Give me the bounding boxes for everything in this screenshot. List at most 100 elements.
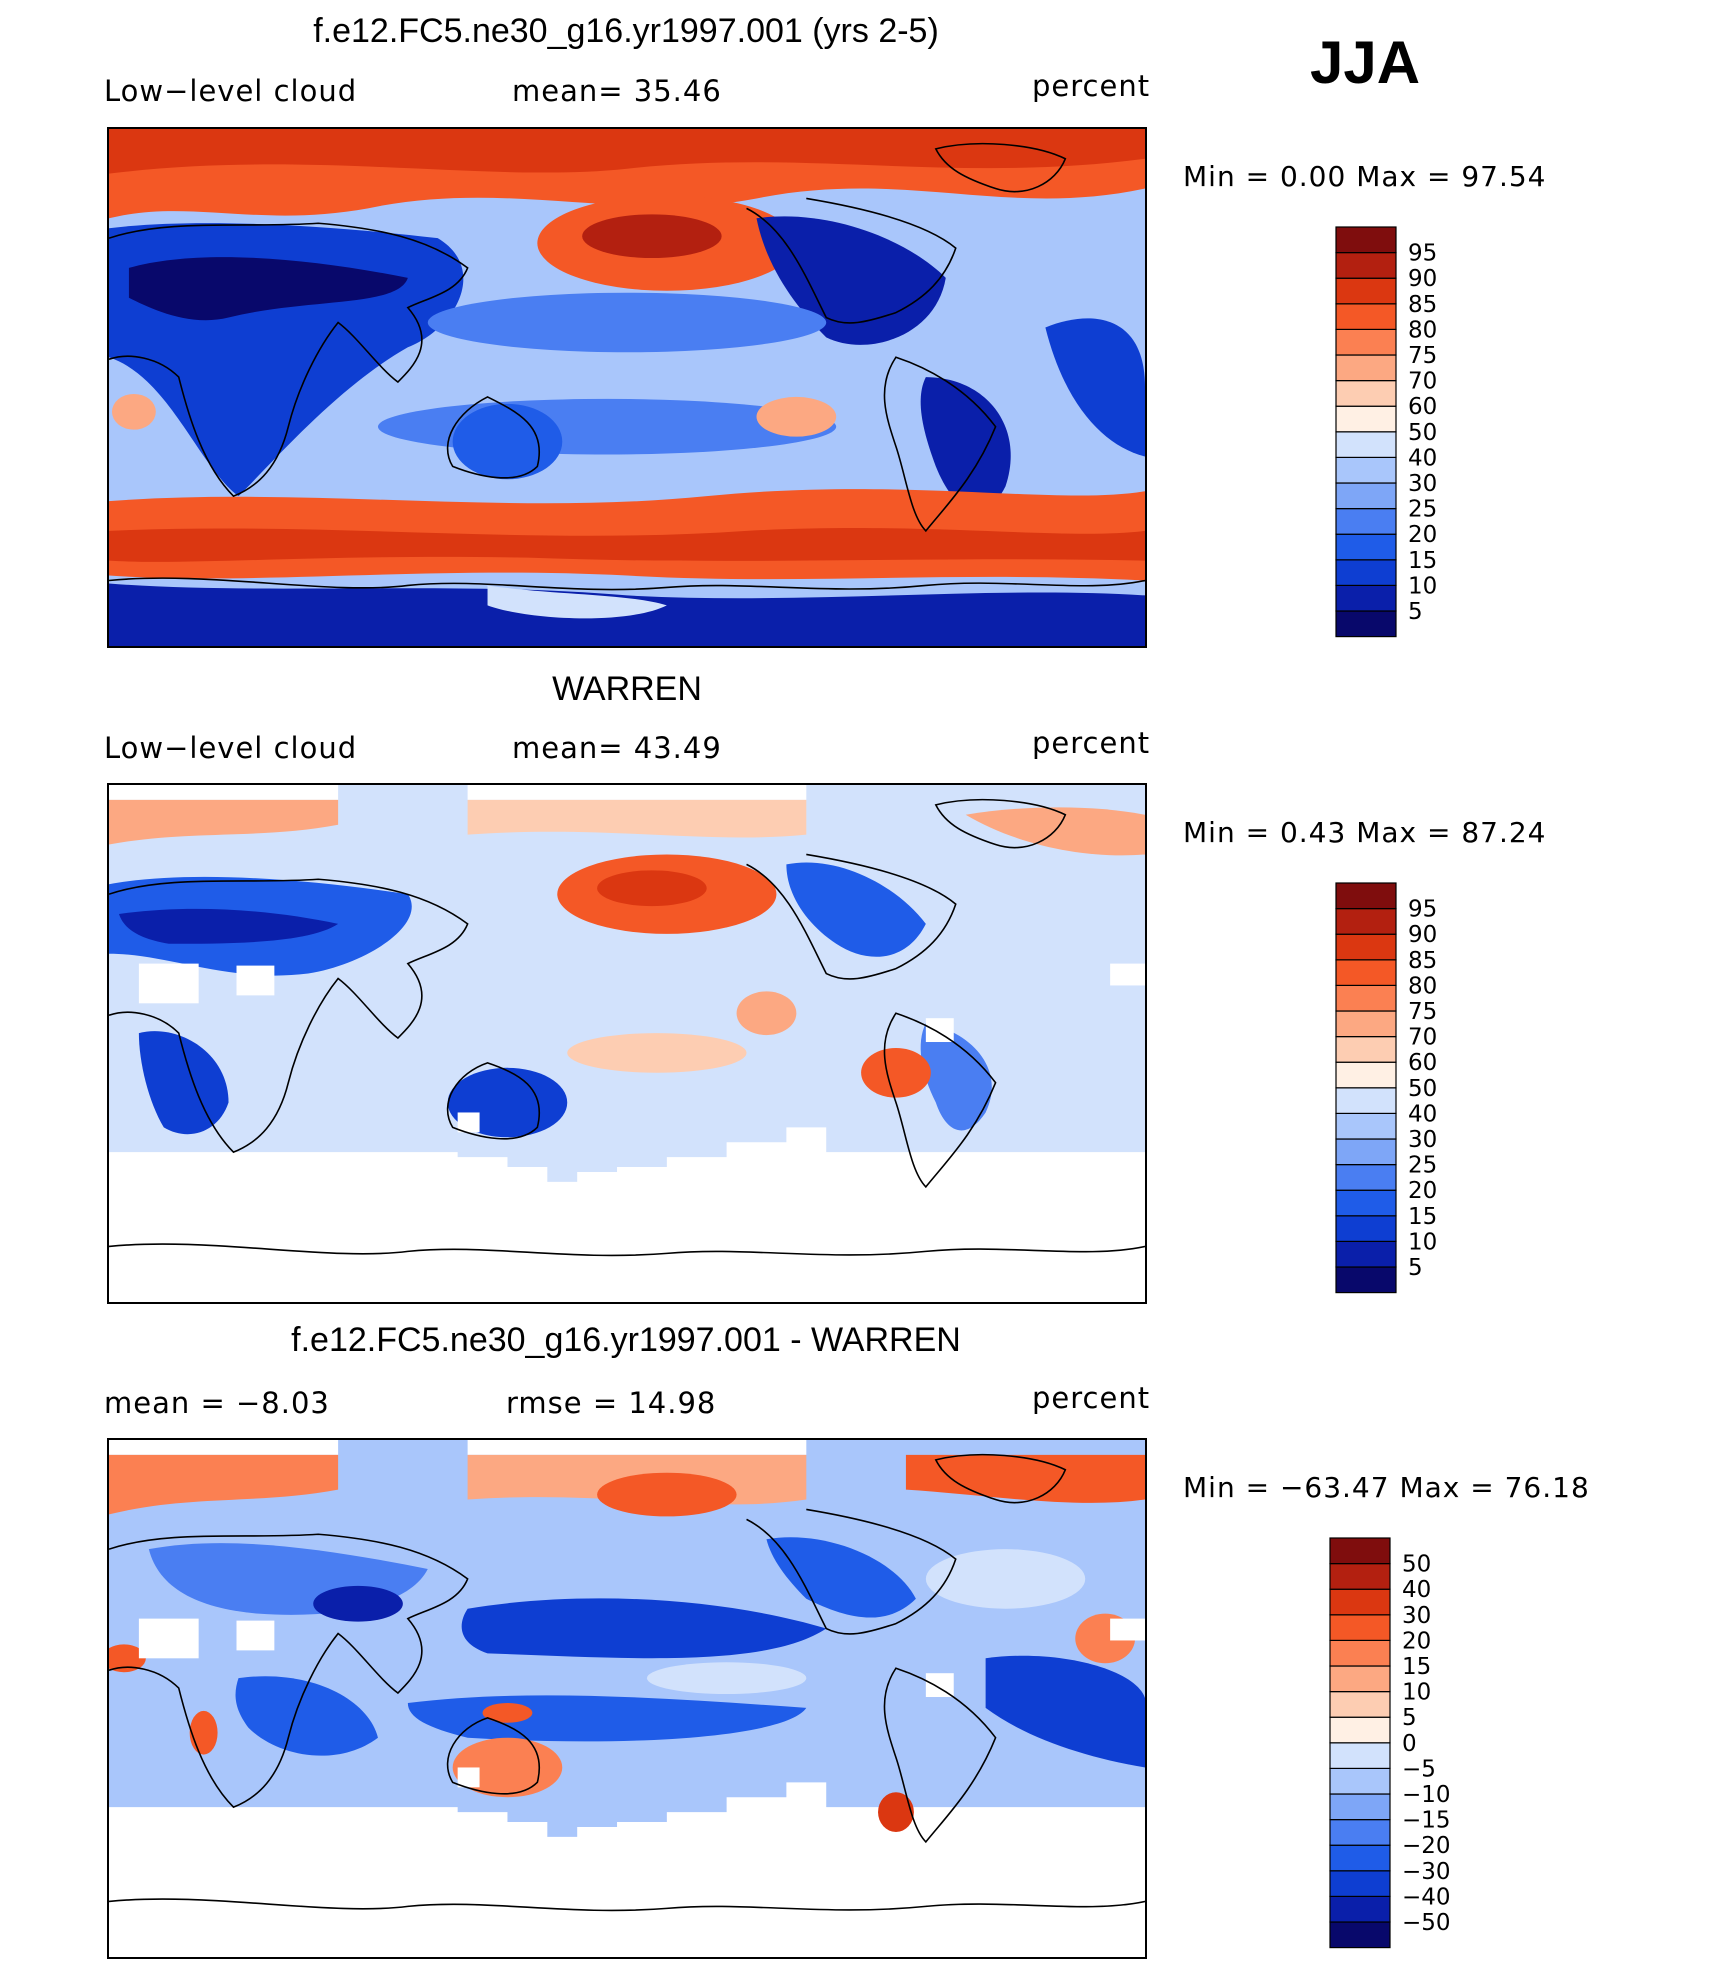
colorbar-swatch	[1335, 482, 1397, 510]
colorbar-tick-label: 80	[1408, 973, 1437, 999]
colorbar-swatch	[1329, 1665, 1391, 1693]
panel-1-center-label: mean= 35.46	[512, 74, 722, 108]
colorbar-tick-label: 85	[1408, 948, 1437, 974]
colorbar-tick-label: 70	[1408, 1025, 1437, 1051]
colorbar-swatch	[1335, 1189, 1397, 1217]
panel-3-minmax: Min = −63.47 Max = 76.18	[1183, 1471, 1590, 1504]
colorbar-tick-label: 30	[1408, 471, 1437, 497]
colorbar-tick-label: 60	[1408, 1050, 1437, 1076]
season-label: JJA	[1310, 29, 1421, 96]
colorbar-swatch	[1329, 1767, 1391, 1795]
colorbar-tick-label: 5	[1408, 599, 1423, 625]
colorbar-swatch	[1335, 405, 1397, 433]
colorbar-swatch	[1335, 1036, 1397, 1063]
colorbar-swatch	[1335, 559, 1397, 586]
colorbar-tick-label: 0	[1402, 1731, 1417, 1757]
panel-3-center-label: rmse = 14.98	[506, 1386, 717, 1420]
colorbar-tick-label: 20	[1408, 522, 1437, 548]
panel-1-map-field	[109, 129, 1145, 646]
colorbar-tick-label: −40	[1402, 1884, 1451, 1910]
colorbar-swatch	[1335, 1061, 1397, 1089]
colorbar-swatch	[1335, 354, 1397, 382]
colorbar-tick-label: 40	[1408, 445, 1437, 471]
colorbar-tick-label: 5	[1402, 1705, 1417, 1731]
colorbar-tick-label: 5	[1408, 1255, 1423, 1281]
colorbar-tick-label: 30	[1402, 1603, 1431, 1629]
colorbar-tick-label: 15	[1408, 548, 1437, 574]
panel-1-units: percent	[1032, 69, 1151, 103]
panel-3-map	[107, 1438, 1147, 1959]
colorbar-swatch	[1335, 533, 1397, 561]
colorbar-swatch	[1335, 1164, 1397, 1191]
colorbar-tick-label: 10	[1402, 1680, 1431, 1706]
colorbar-swatch	[1335, 252, 1397, 279]
colorbar-tick-label: 70	[1408, 369, 1437, 395]
colorbar-swatch	[1335, 984, 1397, 1012]
colorbar-tick-label: −50	[1402, 1910, 1451, 1936]
panel-2-map-field	[109, 785, 1145, 1302]
colorbar-tick-label: 20	[1402, 1628, 1431, 1654]
colorbar-swatch	[1335, 933, 1397, 961]
colorbar-tick-label: −20	[1402, 1833, 1451, 1859]
colorbar-tick-label: 95	[1408, 897, 1437, 923]
colorbar-swatch	[1335, 1240, 1397, 1268]
colorbar-swatch	[1335, 1010, 1397, 1038]
colorbar-swatch	[1335, 1138, 1397, 1166]
colorbar-tick-label: 10	[1408, 573, 1437, 599]
colorbar-swatch	[1329, 1819, 1391, 1846]
panel-2-title: WARREN	[552, 670, 702, 708]
colorbar-tick-label: −30	[1402, 1859, 1451, 1885]
colorbar-swatch	[1329, 1691, 1391, 1718]
panel-2-colorbar: 5 10 15 20 25 30 40 50 60 70 75 80 85 90 95	[1335, 882, 1536, 1298]
colorbar-swatch	[1335, 380, 1397, 407]
panel-3-left-label: mean = −8.03	[104, 1386, 330, 1420]
colorbar-swatch	[1335, 431, 1397, 459]
colorbar-tick-label: 80	[1408, 317, 1437, 343]
panel-1-title: f.e12.FC5.ne30_g16.yr1997.001 (yrs 2-5)	[313, 12, 939, 50]
panel-2-minmax: Min = 0.43 Max = 87.24	[1183, 816, 1547, 849]
colorbar-swatch	[1335, 882, 1397, 910]
colorbar-tick-label: 20	[1408, 1178, 1437, 1204]
colorbar-swatch	[1335, 328, 1397, 356]
colorbar-tick-label: 75	[1408, 999, 1437, 1025]
colorbar-swatch	[1335, 1215, 1397, 1242]
colorbar-swatch	[1329, 1870, 1391, 1897]
colorbar-swatch	[1329, 1537, 1391, 1565]
panel-3-map-field	[109, 1440, 1145, 1957]
colorbar-tick-label: 10	[1408, 1229, 1437, 1255]
colorbar-swatch	[1329, 1793, 1391, 1821]
colorbar-tick-label: 30	[1408, 1127, 1437, 1153]
colorbar-swatch	[1335, 610, 1397, 638]
colorbar-swatch	[1335, 226, 1397, 254]
colorbar-swatch	[1335, 959, 1397, 987]
colorbar-tick-label: 50	[1408, 1076, 1437, 1102]
panel-1-minmax: Min = 0.00 Max = 97.54	[1183, 160, 1547, 193]
panel-3-colorbar: −50 −40 −30 −20 −15 −10 −5 0 5 10 15 20 30 40 50	[1329, 1537, 1540, 1953]
colorbar-tick-label: 15	[1408, 1204, 1437, 1230]
colorbar-tick-label: 95	[1408, 241, 1437, 267]
panel-2-map	[107, 783, 1147, 1304]
colorbar-swatch	[1329, 1563, 1391, 1590]
colorbar-tick-label: 40	[1402, 1577, 1431, 1603]
colorbar-swatch	[1329, 1639, 1391, 1667]
panel-2-left-label: Low−level cloud	[104, 731, 358, 765]
colorbar-tick-label: 25	[1408, 497, 1437, 523]
colorbar-swatch	[1329, 1844, 1391, 1872]
colorbar-tick-label: 90	[1408, 266, 1437, 292]
panel-3-units: percent	[1032, 1381, 1151, 1415]
panel-1-colorbar: 5 10 15 20 25 30 40 50 60 70 75 80 85 90 95	[1335, 226, 1536, 642]
colorbar-swatch	[1329, 1895, 1391, 1923]
colorbar-swatch	[1329, 1742, 1391, 1770]
colorbar-swatch	[1329, 1614, 1391, 1642]
colorbar-swatch	[1335, 584, 1397, 612]
colorbar-swatch	[1335, 277, 1397, 305]
colorbar-swatch	[1335, 1112, 1397, 1140]
colorbar-swatch	[1335, 303, 1397, 331]
colorbar-tick-label: 40	[1408, 1101, 1437, 1127]
colorbar-swatch	[1329, 1921, 1391, 1949]
colorbar-swatch	[1329, 1716, 1391, 1744]
colorbar-tick-label: 50	[1408, 420, 1437, 446]
